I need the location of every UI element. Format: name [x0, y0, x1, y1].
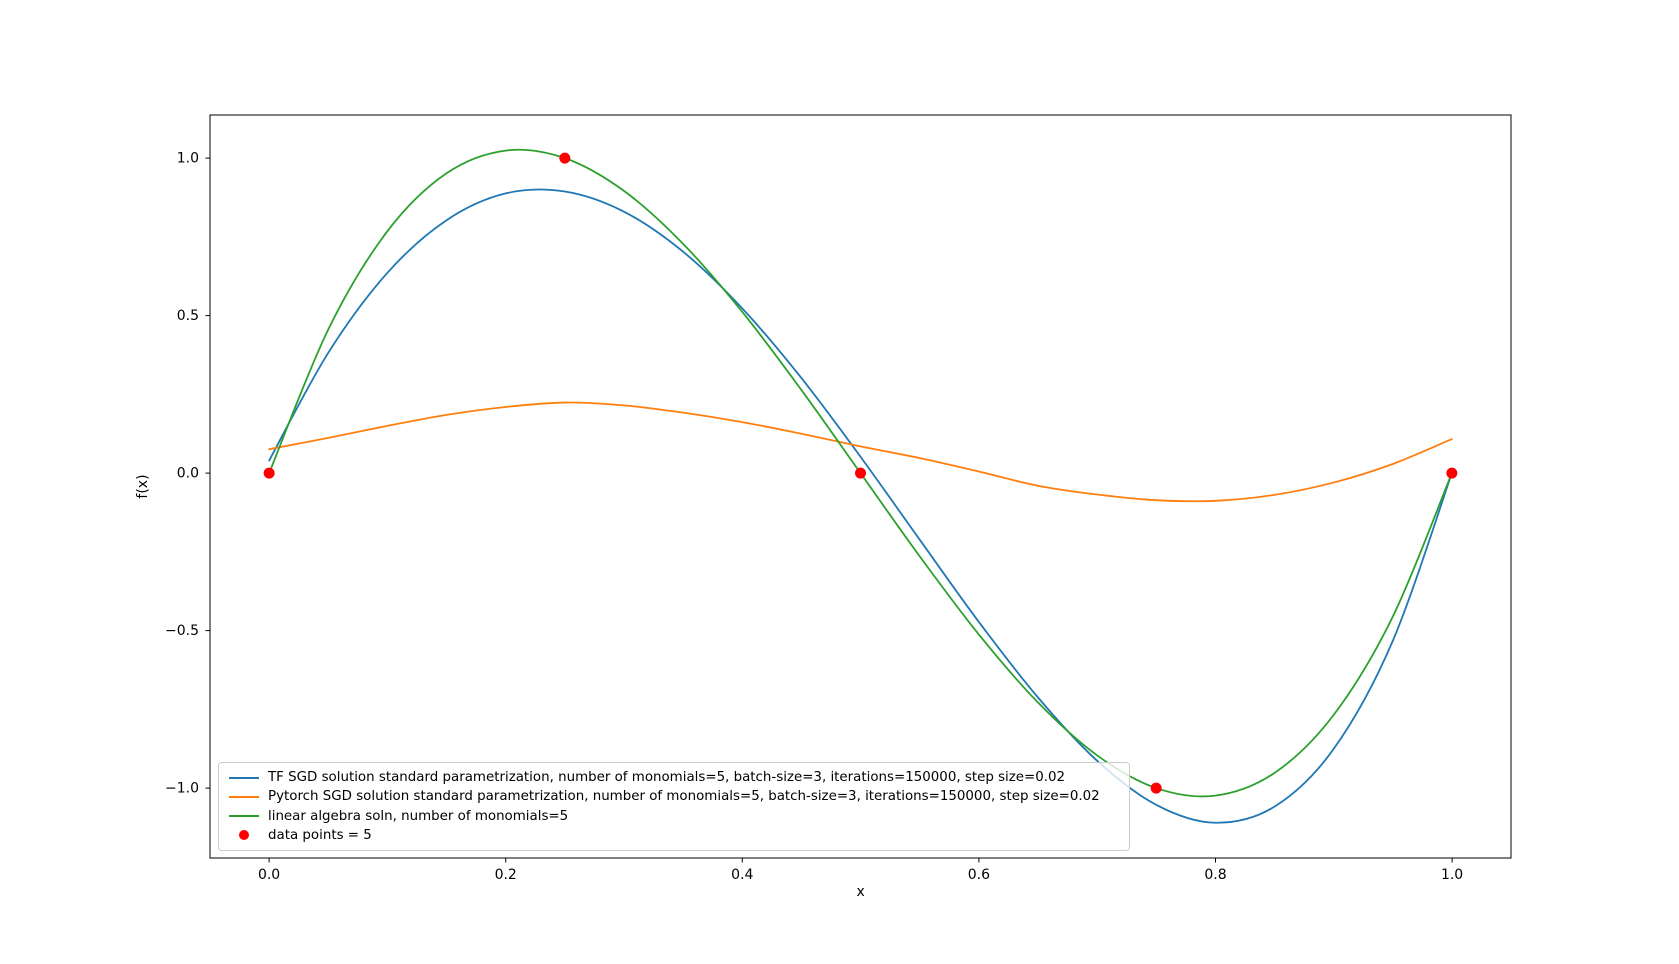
- legend-row-linear-algebra: linear algebra soln, number of monomials…: [229, 807, 1119, 826]
- data-points-layer: [263, 152, 1458, 794]
- x-tick-label: 0.2: [495, 867, 517, 883]
- legend-line-sample-green: [229, 815, 259, 818]
- legend-row-data-points: data points = 5: [229, 826, 1119, 845]
- x-tick-label: 0.0: [258, 867, 280, 883]
- x-tick-label: 0.4: [731, 867, 753, 883]
- legend-row-pytorch-sgd: Pytorch SGD solution standard parametriz…: [229, 787, 1119, 806]
- legend-label: data points = 5: [268, 827, 372, 843]
- y-tick-marks: [205, 157, 210, 789]
- data-point: [855, 467, 866, 479]
- plot-border: [209, 114, 1512, 859]
- y-tick-label: 0.0: [177, 466, 199, 482]
- x-axis-label: x: [856, 884, 864, 900]
- data-point: [559, 152, 571, 164]
- legend-line-sample-blue: [229, 776, 259, 779]
- x-tick-label: 0.6: [968, 867, 990, 883]
- x-tick-label: 1.0: [1441, 867, 1463, 883]
- data-point: [1446, 467, 1458, 479]
- curves-layer: [268, 148, 1453, 824]
- legend-label: TF SGD solution standard parametrization…: [268, 770, 1066, 786]
- legend-row-tf-sgd: TF SGD solution standard parametrization…: [229, 768, 1119, 787]
- y-tick-label: 0.5: [177, 308, 199, 324]
- pytorch-sgd-curve: [268, 401, 1453, 503]
- x-tick-marks: [268, 858, 1453, 863]
- y-axis-label: f(x): [135, 474, 151, 498]
- legend-marker-wrap: [229, 830, 259, 841]
- y-tick-label: 1.0: [177, 151, 199, 167]
- x-tick-label: 0.8: [1204, 867, 1226, 883]
- tf-sgd-curve: [268, 188, 1453, 824]
- legend: TF SGD solution standard parametrization…: [218, 762, 1130, 851]
- y-tick-label: −1.0: [165, 781, 199, 797]
- legend-label: linear algebra soln, number of monomials…: [268, 808, 569, 824]
- y-tick-label: −0.5: [165, 623, 199, 639]
- data-point: [263, 467, 275, 479]
- legend-line-sample-orange: [229, 795, 259, 798]
- legend-label: Pytorch SGD solution standard parametriz…: [268, 789, 1100, 805]
- data-point: [1150, 782, 1162, 794]
- legend-dot-sample-red: [239, 830, 249, 841]
